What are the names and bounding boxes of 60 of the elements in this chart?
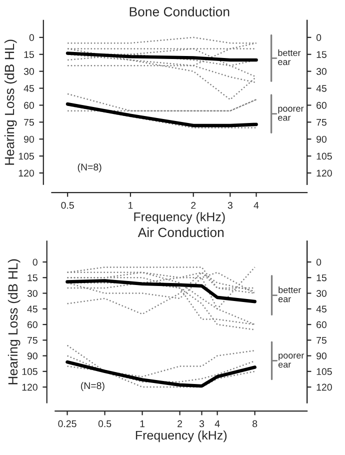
x-tick-label: 4 bbox=[214, 420, 220, 428]
y-tick-label: 15 bbox=[28, 274, 38, 282]
x-tick-label: 2 bbox=[178, 420, 182, 428]
x-tick-label: 8 bbox=[252, 420, 258, 428]
y2-tick-label: 105 bbox=[316, 152, 332, 160]
y-tick-label: 105 bbox=[22, 368, 38, 376]
y-axis-title: Hearing Loss (dB HL) bbox=[4, 40, 17, 165]
y2-tick-label: 30 bbox=[316, 290, 327, 297]
y-tick-label: 120 bbox=[22, 384, 38, 391]
y-tick-label: 120 bbox=[18, 170, 34, 177]
y-tick-label: 45 bbox=[27, 306, 38, 313]
y-tick-label: 75 bbox=[28, 336, 38, 344]
y-tick-label: 15 bbox=[24, 51, 34, 58]
y2-tick-label: 120 bbox=[316, 170, 332, 177]
x-tick-label: 4 bbox=[254, 202, 259, 209]
y-tick-label: 0 bbox=[32, 258, 38, 266]
y2-tick-label: 75 bbox=[316, 336, 326, 344]
y2-tick-label: 90 bbox=[316, 352, 327, 360]
y2-tick-label: 45 bbox=[316, 85, 326, 92]
x-tick-label: 1 bbox=[128, 202, 133, 209]
y-tick-label: 60 bbox=[28, 321, 38, 328]
chart-title: Air Conduction bbox=[138, 227, 224, 238]
y-tick-label: 90 bbox=[27, 352, 38, 360]
x-tick-label: 0.5 bbox=[61, 202, 74, 209]
y2-tick-label: 45 bbox=[316, 306, 326, 313]
y-tick-label: 30 bbox=[27, 290, 38, 297]
annotation: poorer ear bbox=[278, 354, 304, 368]
annotation: better ear bbox=[278, 49, 301, 66]
y2-tick-label: 0 bbox=[316, 34, 322, 42]
x-tick-label: 2 bbox=[191, 202, 196, 209]
annotation: better ear bbox=[278, 286, 302, 302]
y2-tick-label: 105 bbox=[316, 368, 332, 376]
y-axis-title: Hearing Loss (dB HL) bbox=[8, 259, 20, 384]
x-tick-label: 1 bbox=[140, 420, 145, 428]
annotation: poorer ear bbox=[278, 106, 304, 121]
x-tick-label: 3 bbox=[199, 420, 204, 428]
x-tick-label: 0.25 bbox=[58, 420, 76, 428]
chart-title: Bone Conduction bbox=[130, 6, 230, 16]
y2-tick-label: 120 bbox=[316, 384, 332, 391]
x-tick-label: 0.5 bbox=[98, 420, 112, 428]
x-tick-label: 3 bbox=[228, 202, 232, 209]
y2-tick-label: 0 bbox=[316, 258, 322, 266]
y-tick-label: 105 bbox=[18, 152, 34, 160]
y-tick-label: 45 bbox=[24, 85, 34, 92]
y2-tick-label: 90 bbox=[316, 136, 327, 143]
y2-tick-label: 30 bbox=[316, 68, 327, 75]
x-axis-title: Frequency (kHz) bbox=[136, 430, 227, 442]
y-tick-label: 75 bbox=[24, 118, 34, 126]
y-tick-label: 0 bbox=[29, 34, 34, 42]
annotation: (N=8) bbox=[80, 382, 104, 392]
y-tick-label: 60 bbox=[24, 102, 34, 109]
y2-tick-label: 60 bbox=[316, 321, 327, 328]
y2-tick-label: 15 bbox=[316, 51, 326, 58]
y2-tick-label: 75 bbox=[316, 118, 326, 126]
y2-tick-label: 60 bbox=[316, 102, 327, 109]
y-tick-label: 30 bbox=[24, 68, 34, 75]
y-tick-label: 90 bbox=[24, 136, 34, 143]
x-axis-title: Frequency (kHz) bbox=[134, 212, 225, 224]
y2-tick-label: 15 bbox=[316, 274, 326, 282]
annotation: (N=8) bbox=[78, 163, 102, 172]
